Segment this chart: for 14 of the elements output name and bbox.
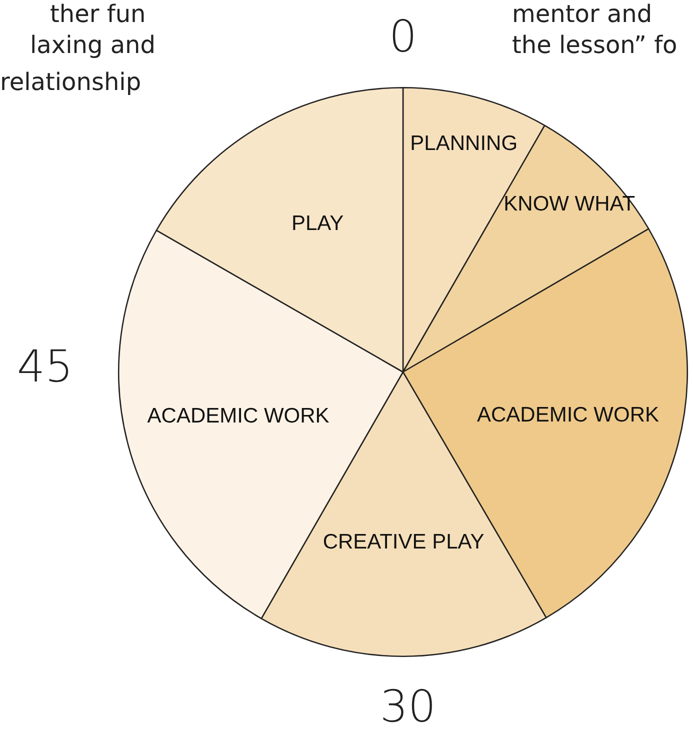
text: the lesson” fo <box>512 31 678 60</box>
text: relationship <box>0 68 142 96</box>
text: laxing and <box>30 31 156 60</box>
text: ther fun <box>50 0 146 28</box>
text: mentor and <box>512 0 652 28</box>
slice-label: PLANNING <box>410 132 518 155</box>
slice-label: CREATIVE PLAY <box>322 530 484 554</box>
text: 45 <box>17 341 73 392</box>
slice-label: ACADEMIC WORK <box>147 404 330 428</box>
text: 0 <box>389 11 417 62</box>
text: 30 <box>380 681 436 731</box>
slice-label: ACADEMIC WORK <box>476 403 659 426</box>
slice-label: PLAY <box>291 212 344 236</box>
slice-label: KNOW WHAT <box>504 192 636 216</box>
